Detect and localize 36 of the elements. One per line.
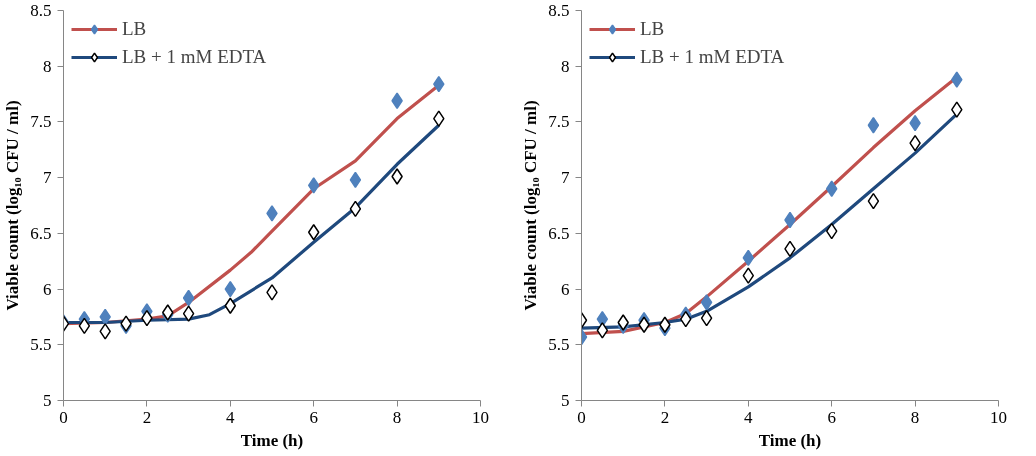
y-tick-label: 5.5 <box>548 335 570 355</box>
y-tick-label: 8.5 <box>30 1 52 20</box>
x-tick-label: 4 <box>744 407 754 427</box>
y-tick-label: 8 <box>561 56 570 76</box>
y-tick-label: 8 <box>43 56 52 76</box>
x-tick-label: 6 <box>827 407 836 427</box>
legend-label: LB + 1 mM EDTA <box>640 46 785 68</box>
x-tick-label: 0 <box>59 407 68 427</box>
y-tick-label: 5.5 <box>30 335 52 355</box>
y-tick-label: 5 <box>561 391 570 410</box>
x-tick-label: 10 <box>990 407 1007 427</box>
x-tick-label: 4 <box>226 407 236 427</box>
y-tick-label: 7 <box>561 168 570 188</box>
y-axis-title: Viable count (log₁₀ CFU / ml) <box>521 100 541 311</box>
y-tick-label: 7.5 <box>30 112 52 132</box>
x-axis-title: Time (h) <box>758 430 822 450</box>
legend-label: LB <box>122 18 147 40</box>
x-tick-label: 8 <box>392 407 402 427</box>
y-tick-label: 6 <box>43 279 52 299</box>
x-tick-label: 8 <box>910 407 920 427</box>
x-tick-label: 0 <box>577 407 586 427</box>
y-tick-label: 6.5 <box>30 223 52 243</box>
x-tick-label: 10 <box>472 407 489 427</box>
y-tick-label: 7.5 <box>548 112 570 132</box>
y-tick-label: 7 <box>43 168 52 188</box>
y-axis-title: Viable count (log₁₀ CFU / ml) <box>3 100 23 311</box>
x-tick-label: 2 <box>142 407 152 427</box>
y-tick-label: 8.5 <box>548 1 570 20</box>
y-tick-label: 6 <box>561 279 570 299</box>
x-tick-label: 6 <box>309 407 318 427</box>
legend-label: LB + 1 mM EDTA <box>122 46 267 68</box>
x-axis-title: Time (h) <box>240 430 304 450</box>
legend-label: LB <box>640 18 665 40</box>
x-tick-label: 2 <box>660 407 670 427</box>
y-tick-label: 6.5 <box>548 223 570 243</box>
y-tick-label: 5 <box>43 391 52 410</box>
